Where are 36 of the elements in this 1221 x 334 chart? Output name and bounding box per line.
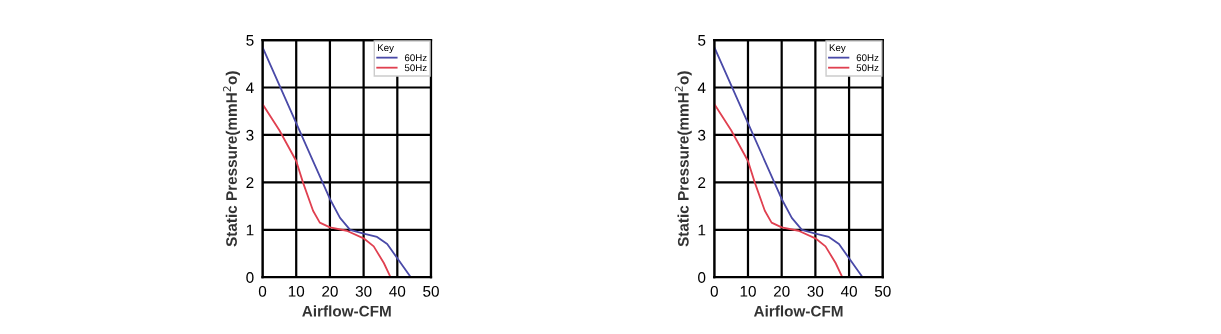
y-tick-label: 4 [246, 82, 254, 94]
y-tick-label: 0 [246, 272, 254, 283]
x-tick-label: 10 [740, 285, 756, 297]
y-tick-label: 1 [698, 224, 706, 236]
line-series [262, 103, 392, 278]
legend-title: Key [829, 44, 846, 54]
y-tick-label: 5 [246, 35, 254, 46]
x-tick-label: 40 [389, 285, 406, 297]
x-tick-label: 10 [288, 285, 305, 297]
y-tick-label: 4 [697, 82, 706, 94]
y-axis-title: Static Pressure(mmH$^{2}$o) [674, 71, 692, 247]
y-tick-label: 2 [246, 177, 254, 188]
y-tick-label: 5 [698, 35, 706, 46]
legend-label: 60Hz [856, 54, 879, 62]
legend-label: 50Hz [856, 64, 879, 72]
x-tick-label: 0 [258, 285, 267, 297]
y-tick-label: 2 [698, 177, 706, 188]
x-tick-label: 30 [807, 285, 824, 297]
x-tick-label: 50 [423, 285, 439, 297]
y-tick-label: 3 [698, 129, 706, 141]
legend-label: 60Hz [404, 54, 427, 62]
x-tick-label: 30 [355, 285, 372, 297]
x-tick-label: 0 [710, 285, 718, 297]
x-axis-title: Airflow-CFM [302, 305, 391, 317]
legend-label: 50Hz [404, 64, 427, 72]
legend-title: Key [378, 44, 394, 54]
line-series [714, 103, 844, 278]
x-tick-label: 50 [874, 285, 891, 297]
x-tick-label: 40 [840, 285, 857, 297]
x-axis-title: Airflow-CFM [753, 305, 843, 317]
x-tick-label: 20 [322, 285, 338, 297]
y-tick-label: 1 [246, 224, 254, 236]
y-tick-label: 3 [246, 129, 254, 141]
x-tick-label: 20 [773, 285, 790, 297]
y-axis-title: Static Pressure(mmH$^{2}$o) [223, 71, 240, 247]
y-tick-label: 0 [698, 272, 706, 283]
